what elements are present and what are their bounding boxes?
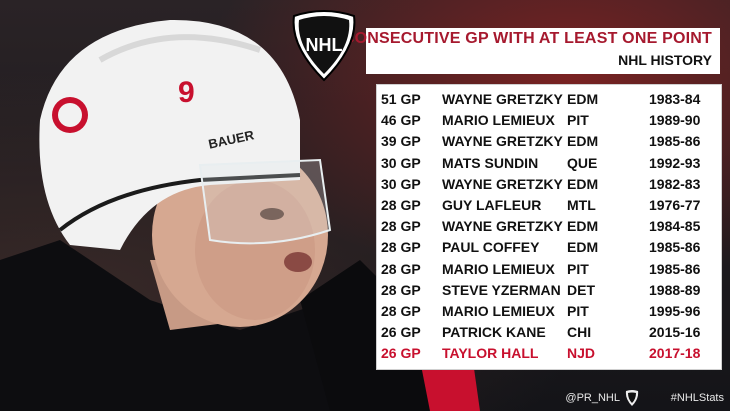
stats-table: 51 GP WAYNE GRETZKY EDM 1983-84 46 GP MARIO L… xyxy=(376,84,722,370)
player-name: PAUL COFFEY xyxy=(442,239,540,256)
season: 1983-84 xyxy=(649,91,701,107)
table-row: 39 GP WAYNE GRETZKY EDM 1985-86 xyxy=(377,131,721,152)
team-code: NJD xyxy=(567,345,596,362)
team-code: EDM xyxy=(567,91,599,107)
nhl-small-logo-icon xyxy=(625,390,639,406)
team-code: PIT xyxy=(567,302,589,319)
table-row: 28 GP GUY LAFLEUR MTL 1976-77 xyxy=(377,195,721,216)
helmet-number: 9 xyxy=(178,76,195,109)
player-name: TAYLOR HALL xyxy=(442,345,539,362)
table-row: 28 GP MARIO LEMIEUX PIT 1985-86 xyxy=(377,259,721,280)
games-played: 51 GP xyxy=(381,91,421,107)
team-code: PIT xyxy=(567,112,589,129)
season: 1985-86 xyxy=(649,260,701,277)
table-row: 30 GP WAYNE GRETZKY EDM 1982-83 xyxy=(377,174,721,195)
team-code: PIT xyxy=(567,260,589,277)
table-row: 28 GP WAYNE GRETZKY EDM 1984-85 xyxy=(377,216,721,237)
page-subtitle: NHL HISTORY xyxy=(618,52,712,68)
player-name: GUY LAFLEUR xyxy=(442,196,542,213)
season: 1984-85 xyxy=(649,218,701,235)
season: 1995-96 xyxy=(649,302,701,319)
season: 1985-86 xyxy=(649,133,701,150)
games-played: 26 GP xyxy=(381,345,421,362)
footer-hashtag[interactable]: #NHLStats xyxy=(670,392,724,404)
team-code: CHI xyxy=(567,324,592,341)
games-played: 28 GP xyxy=(381,239,421,256)
games-played: 26 GP xyxy=(381,324,421,341)
header-banner: CONSECUTIVE GP WITH AT LEAST ONE POINT N… xyxy=(343,28,720,74)
table-row: 28 GP MARIO LEMIEUX PIT 1995-96 xyxy=(377,301,721,322)
season: 1992-93 xyxy=(649,154,701,171)
season: 1985-86 xyxy=(649,239,701,256)
footer-handle[interactable]: @PR_NHL xyxy=(565,392,620,404)
table-row: 26 GP PATRICK KANE CHI 2015-16 xyxy=(377,322,721,343)
team-code: EDM xyxy=(567,175,599,192)
player-name: WAYNE GRETZKY xyxy=(442,133,563,150)
games-played: 28 GP xyxy=(381,218,421,235)
page-title: CONSECUTIVE GP WITH AT LEAST ONE POINT xyxy=(342,30,712,47)
games-played: 30 GP xyxy=(381,154,421,171)
season: 1988-89 xyxy=(649,281,701,298)
team-code: QUE xyxy=(567,154,598,171)
player-name: MATS SUNDIN xyxy=(442,154,539,171)
team-code: EDM xyxy=(567,218,599,235)
team-code: DET xyxy=(567,281,595,298)
player-name: PATRICK KANE xyxy=(442,324,546,341)
season: 1989-90 xyxy=(649,112,701,129)
games-played: 28 GP xyxy=(381,281,421,298)
table-row: 30 GP MATS SUNDIN QUE 1992-93 xyxy=(377,153,721,174)
player-name: WAYNE GRETZKY xyxy=(442,218,563,235)
games-played: 39 GP xyxy=(381,133,421,150)
logo-text: NHL xyxy=(306,35,343,55)
table-row: 51 GP WAYNE GRETZKY EDM 1983-84 xyxy=(377,89,721,110)
table-row: 28 GP PAUL COFFEY EDM 1985-86 xyxy=(377,237,721,258)
team-code: EDM xyxy=(567,133,599,150)
games-played: 30 GP xyxy=(381,175,421,192)
player-name: MARIO LEMIEUX xyxy=(442,302,555,319)
nhl-shield-logo: NHL xyxy=(292,10,356,82)
player-name: STEVE YZERMAN xyxy=(442,281,561,298)
games-played: 28 GP xyxy=(381,302,421,319)
season: 1976-77 xyxy=(649,196,701,213)
player-name: WAYNE GRETZKY xyxy=(442,175,563,192)
table-row: 46 GP MARIO LEMIEUX PIT 1989-90 xyxy=(377,110,721,131)
season: 2017-18 xyxy=(649,345,701,362)
season: 2015-16 xyxy=(649,324,701,341)
team-code: EDM xyxy=(567,239,599,256)
season: 1982-83 xyxy=(649,175,701,192)
footer: @PR_NHL #NHLStats xyxy=(0,385,730,411)
player-name: WAYNE GRETZKY xyxy=(442,91,563,107)
player-name: MARIO LEMIEUX xyxy=(442,260,555,277)
table-row: 28 GP STEVE YZERMAN DET 1988-89 xyxy=(377,280,721,301)
team-code: MTL xyxy=(567,196,596,213)
table-row: 26 GP TAYLOR HALL NJD 2017-18 xyxy=(377,343,721,364)
games-played: 46 GP xyxy=(381,112,421,129)
games-played: 28 GP xyxy=(381,196,421,213)
games-played: 28 GP xyxy=(381,260,421,277)
player-name: MARIO LEMIEUX xyxy=(442,112,555,129)
